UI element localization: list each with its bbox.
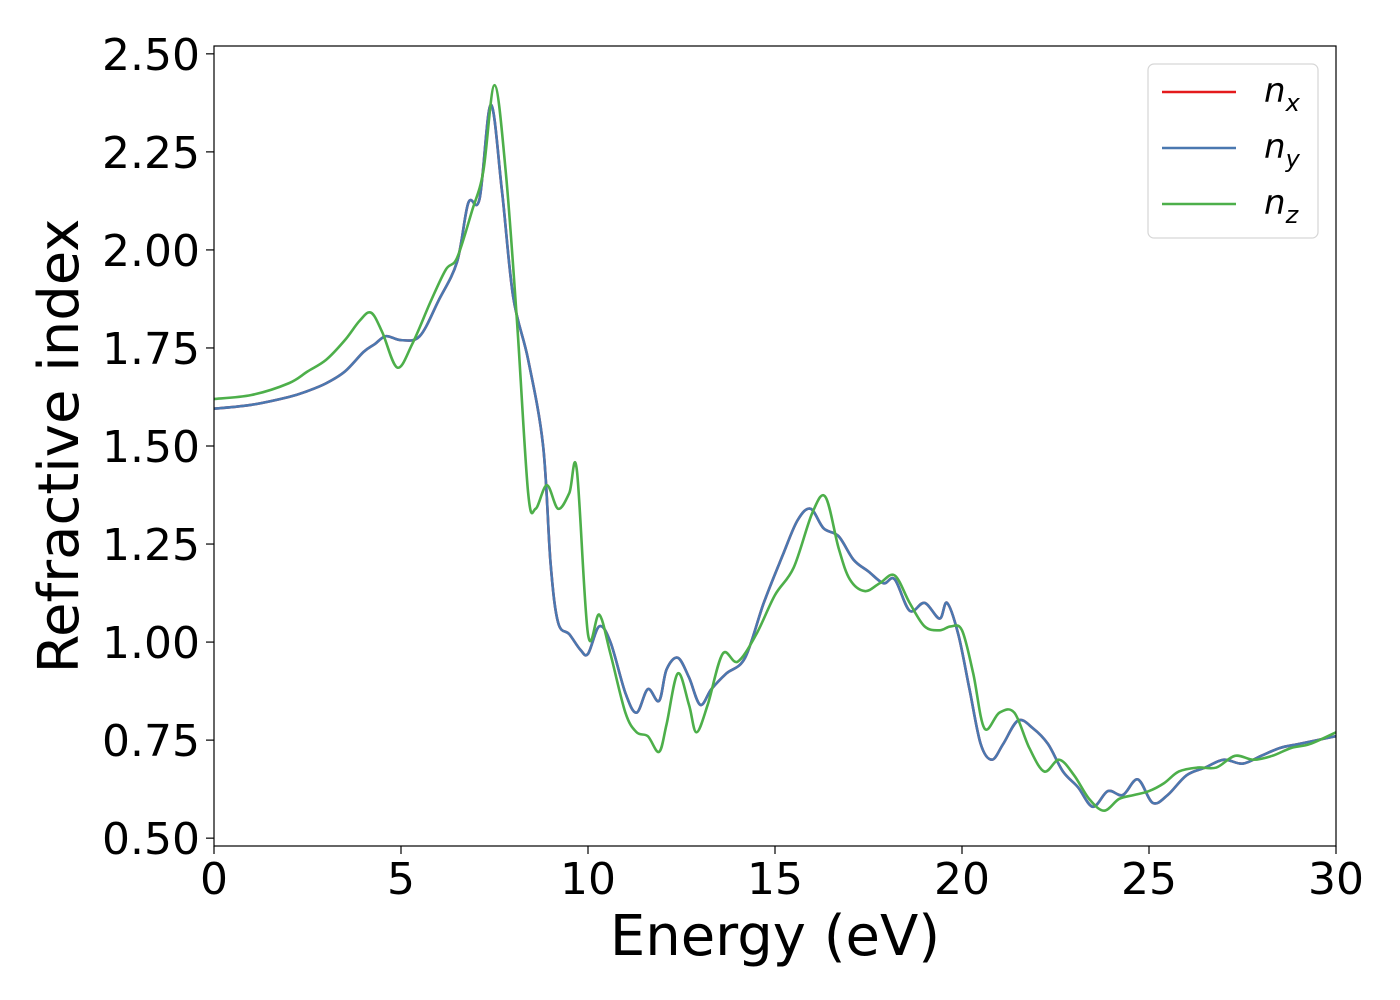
y-tick-label: 2.00 — [102, 226, 200, 277]
x-tick-label: 30 — [1308, 854, 1364, 905]
series-line-n-z — [214, 83, 1336, 813]
x-axis-title: Energy (eV) — [610, 904, 940, 969]
x-tick-label: 5 — [387, 854, 415, 905]
x-tick-label: 15 — [747, 854, 803, 905]
y-tick-label: 1.00 — [102, 618, 200, 669]
legend-frame — [1147, 63, 1319, 239]
x-tick-label: 0 — [200, 854, 228, 905]
x-tick-label: 20 — [934, 854, 990, 905]
legend-label-y: ny — [1264, 127, 1301, 173]
y-tick-label: 2.25 — [102, 128, 200, 179]
x-tick-label: 10 — [560, 854, 616, 905]
y-axis-title: Refractive index — [27, 219, 92, 674]
ticks-layer: 0 5 10 15 20 25 30 0.50 0.75 1.00 1.25 1.50 1.75 2.00… — [102, 30, 1364, 905]
legend-label-x: nx — [1264, 71, 1301, 117]
y-tick-label: 0.75 — [102, 716, 200, 767]
legend-label-z: nz — [1264, 183, 1300, 229]
y-tick-label: 1.50 — [102, 422, 200, 473]
series-layer — [214, 83, 1336, 813]
y-tick-label: 2.50 — [102, 30, 200, 81]
legend: nx ny nz — [1147, 63, 1319, 239]
x-tick-label: 25 — [1121, 854, 1177, 905]
y-tick-label: 0.50 — [102, 814, 200, 865]
y-tick-label: 1.75 — [102, 324, 200, 375]
y-tick-label: 1.25 — [102, 520, 200, 571]
